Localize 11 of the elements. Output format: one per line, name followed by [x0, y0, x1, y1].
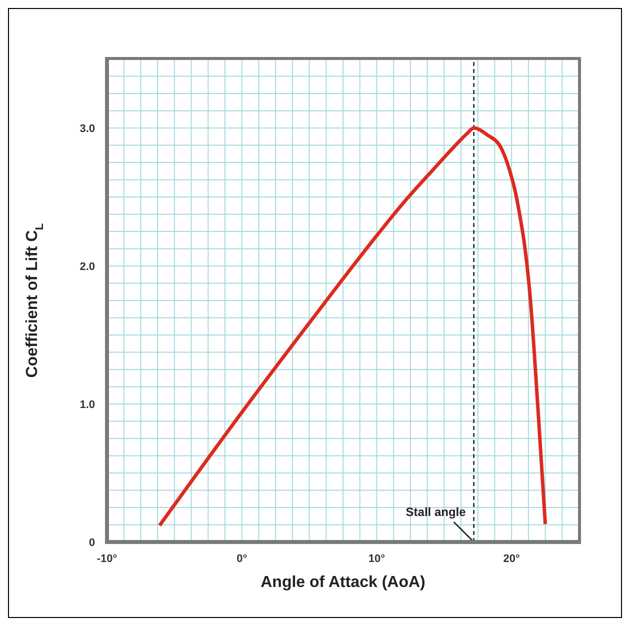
ref-line-label: Stall angle: [406, 505, 466, 519]
x-tick-label: 20°: [503, 553, 520, 565]
x-tick-label: 10°: [368, 553, 386, 565]
y-tick-label: 0: [88, 537, 95, 549]
x-axis-title: Angle of Attack (AoA): [260, 574, 426, 591]
x-tick-label: 0°: [236, 553, 248, 565]
y-tick-label: 3.0: [80, 123, 95, 135]
y-tick-label: 1.0: [80, 399, 95, 411]
line-series: [158, 126, 548, 528]
y-tick-label: 2.0: [80, 261, 95, 273]
x-tick-label: -10°: [96, 553, 118, 565]
